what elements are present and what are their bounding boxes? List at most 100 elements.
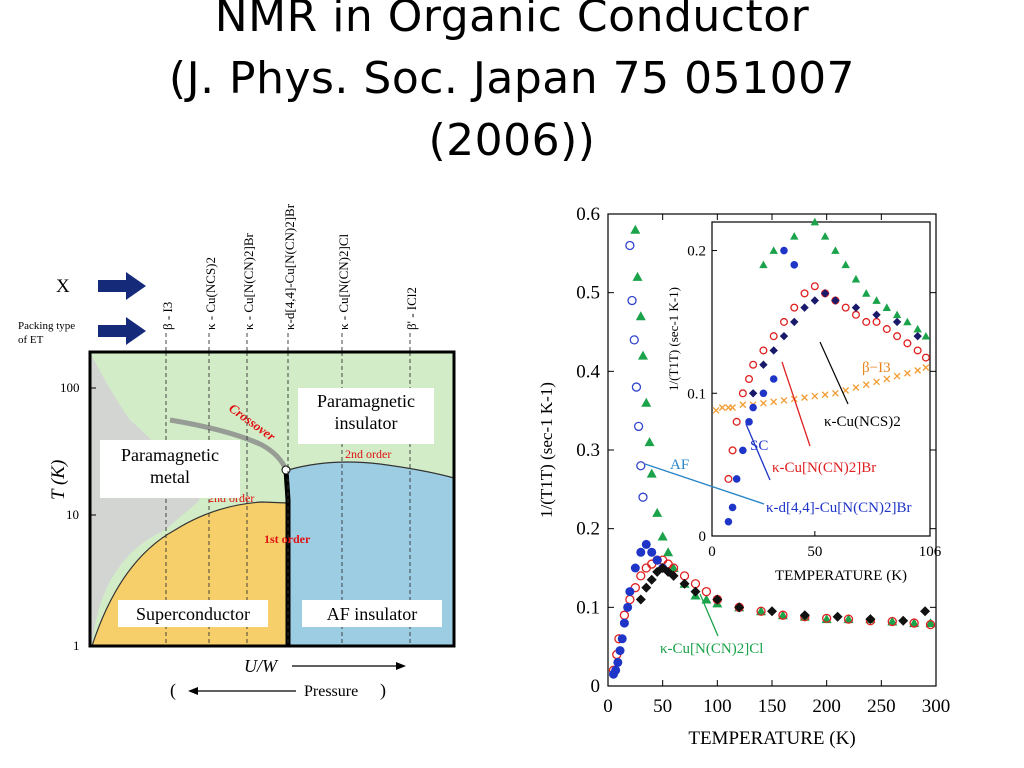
data-point xyxy=(843,614,854,624)
y-tick-label: 0.4 xyxy=(576,361,600,382)
data-point xyxy=(613,657,623,667)
data-point xyxy=(909,618,920,628)
data-point xyxy=(625,594,635,605)
data-point xyxy=(898,615,909,626)
data-point xyxy=(644,437,655,447)
data-point xyxy=(843,614,854,624)
data-point xyxy=(909,618,919,628)
data-point xyxy=(611,665,621,675)
inset-data-point xyxy=(780,246,788,255)
label-af: AF xyxy=(670,457,689,473)
data-point xyxy=(652,555,662,565)
inset-data-point xyxy=(790,317,799,327)
data-point xyxy=(690,586,701,597)
inset-data-point xyxy=(913,331,922,341)
inset-y-tick-label: 0 xyxy=(699,529,707,545)
inset-y-tick-label: 0.2 xyxy=(687,244,706,260)
data-point xyxy=(925,618,936,628)
label-sc: SC xyxy=(750,438,768,454)
compound-label-4: κ-d[4,4]-Cu[N(CN)2]Br xyxy=(282,203,297,330)
inset-data-point xyxy=(913,324,922,333)
inset-x-axis-label: TEMPERATURE (K) xyxy=(775,568,907,584)
slide-title: NMR in Organic Conductor (J. Phys. Soc. … xyxy=(0,0,1024,172)
data-point xyxy=(679,578,690,589)
packing-row-arrow xyxy=(98,317,146,345)
inset-data-point xyxy=(872,310,881,319)
inset-data-point xyxy=(831,389,839,397)
leader-cl xyxy=(699,593,719,637)
region-pi-line1: Paramagnetic xyxy=(317,391,415,411)
inset-data-point xyxy=(851,274,861,283)
data-point xyxy=(619,618,629,628)
inset-data-point xyxy=(903,339,912,348)
inset-data-point xyxy=(841,260,850,269)
data-point xyxy=(925,619,936,630)
inset-data-point xyxy=(749,360,758,369)
inset-data-point xyxy=(921,331,931,340)
critical-point xyxy=(281,465,291,475)
data-point xyxy=(641,397,652,407)
data-point xyxy=(657,563,668,573)
data-point xyxy=(668,563,679,572)
main-y-axis-label: 1/(T1T) (sec-1 K-1) xyxy=(537,382,556,518)
inset-data-point xyxy=(810,296,820,305)
inset-data-point xyxy=(841,303,850,312)
inset-data-point xyxy=(922,364,930,371)
y-tick-label: 0.5 xyxy=(576,283,600,304)
compound-label-2: κ - Cu(NCS)2 xyxy=(203,257,218,330)
y-tick-label: 0.6 xyxy=(576,204,600,225)
second-order-annotation-1: 2nd order xyxy=(345,447,391,461)
inset-y-axis-label: 1/(T1T) (sec-1 K-1) xyxy=(666,287,681,391)
phase-y-axis-label: T (K) xyxy=(48,460,69,500)
data-point xyxy=(629,335,639,345)
data-point xyxy=(623,602,633,612)
data-point xyxy=(756,606,766,616)
region-pi-line2: insulator xyxy=(334,413,398,433)
inset-data-point xyxy=(724,517,733,526)
inset-data-point xyxy=(769,346,778,355)
inset-data-point xyxy=(921,353,930,362)
inset-data-point xyxy=(801,394,808,401)
inset-data-point xyxy=(810,217,820,226)
y-tick-label: 0.3 xyxy=(576,440,600,461)
data-point xyxy=(647,547,657,557)
label-k-cu-br: κ-Cu[N(CN)2]Br xyxy=(772,460,876,476)
inset-data-point xyxy=(821,391,829,399)
compound-label-3: κ - Cu[N(CN)2]Br xyxy=(241,233,256,330)
data-point xyxy=(641,563,651,573)
data-point xyxy=(822,613,832,623)
inset-data-point xyxy=(873,378,880,386)
inset-data-point xyxy=(718,404,726,411)
data-point xyxy=(636,547,646,557)
phase-frame xyxy=(88,350,456,648)
y-tick-label: 0.1 xyxy=(576,597,600,618)
pressure-label: Pressure xyxy=(304,683,359,700)
inset-data-point xyxy=(811,392,819,400)
inset-data-point xyxy=(810,282,819,291)
packing-label-1: Packing type xyxy=(18,320,76,332)
data-point xyxy=(799,610,810,621)
data-point xyxy=(920,606,931,617)
phase-y-tick-10: 10 xyxy=(66,507,79,522)
x-tick-label: 200 xyxy=(812,696,841,717)
compound-label-5: κ - Cu[N(CN)2]Cl xyxy=(336,234,351,330)
inset-data-point xyxy=(914,367,922,374)
label-k-cu-ncs: κ-Cu(NCS)2 xyxy=(824,414,901,430)
data-point xyxy=(625,240,635,251)
nmr-chart: 0 50 100 150 200 250 300 0 0.1 0.2 0.3 0.4 0.5 0.6 TEM… xyxy=(537,204,950,749)
inset-data-point xyxy=(883,375,891,383)
leader-ncs xyxy=(819,341,849,405)
x-tick-label: 0 xyxy=(603,696,613,717)
data-point xyxy=(652,507,663,517)
label-beta-i3: β−I3 xyxy=(862,360,891,376)
inset-data-point xyxy=(728,503,737,512)
data-point xyxy=(663,547,674,557)
data-point xyxy=(887,616,898,626)
inset-data-point xyxy=(780,397,788,404)
inset-data-point xyxy=(862,317,871,326)
data-point xyxy=(701,586,712,597)
inset-data-point xyxy=(790,303,799,312)
data-point xyxy=(865,614,876,625)
x-tick-label: 250 xyxy=(867,696,896,717)
inset-data-point xyxy=(749,403,757,412)
